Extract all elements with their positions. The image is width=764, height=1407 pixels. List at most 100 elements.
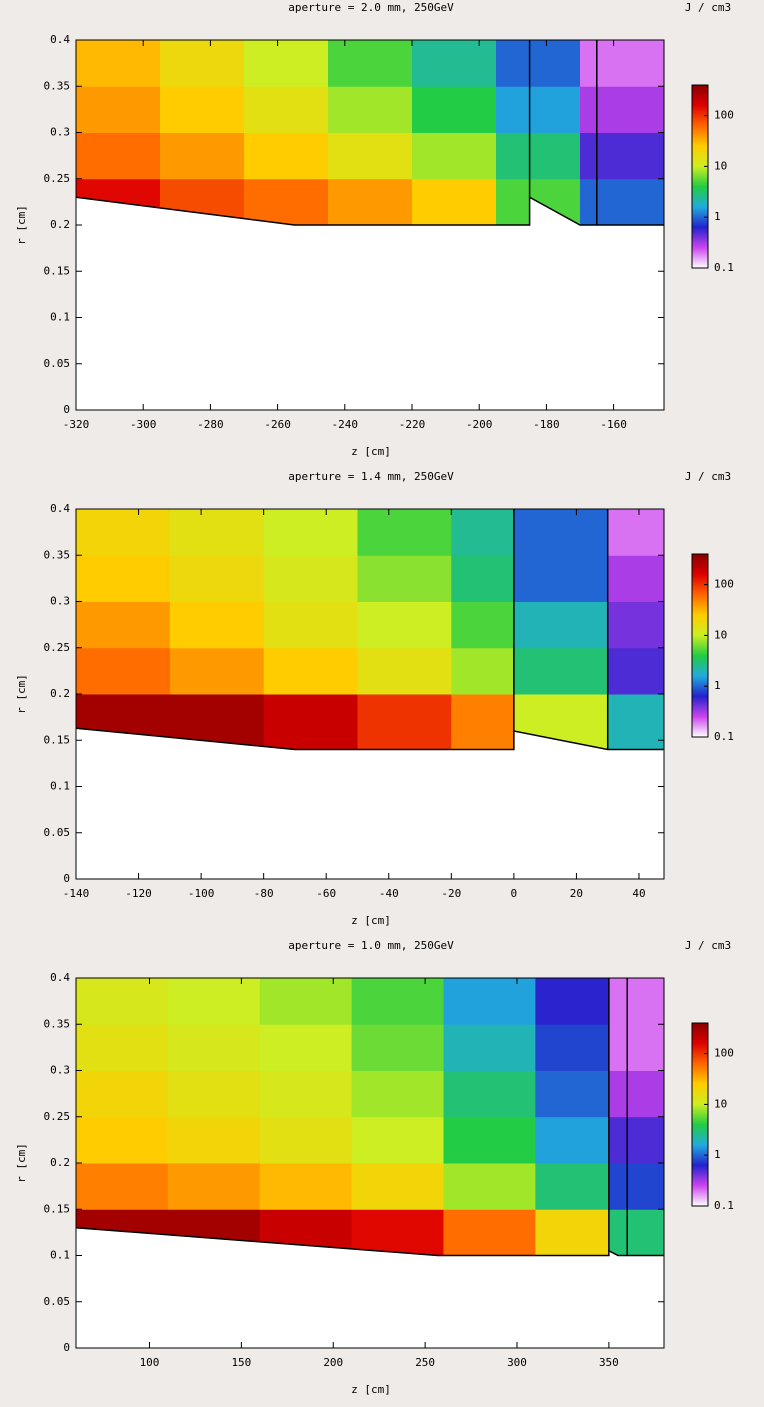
colorbar-tick-label: 0.1 (714, 261, 734, 274)
heat-cell (607, 694, 664, 750)
heat-cell (357, 555, 452, 602)
heat-cell (513, 647, 609, 695)
heat-cell (607, 555, 664, 602)
y-tick-label: 0.1 (50, 780, 70, 793)
heat-cell (580, 178, 664, 226)
colorbar-tick-label: 100 (714, 109, 734, 122)
heat-cell (76, 86, 161, 133)
y-axis-label: r [cm] (15, 674, 28, 714)
x-tick-label: -180 (533, 418, 560, 431)
heat-cell (443, 1116, 536, 1164)
heat-cell (351, 1209, 444, 1256)
colorbar-tick-label: 1 (714, 210, 721, 223)
heat-cell (535, 1209, 610, 1256)
heat-cell (608, 1070, 664, 1118)
y-tick-label: 0.15 (44, 733, 71, 746)
heat-cell (351, 1024, 444, 1071)
aperture-boundary (76, 727, 664, 751)
heat-cell (259, 1116, 353, 1164)
x-tick-label: -80 (254, 887, 274, 900)
heat-cell (76, 647, 171, 695)
heat-cell (76, 1116, 169, 1164)
aperture-boundary (76, 195, 664, 226)
heat-cell (357, 509, 452, 556)
heat-cell (451, 647, 515, 695)
aperture-boundary (76, 1227, 664, 1257)
y-tick-label: 0.15 (44, 264, 71, 277)
colorbar-tick-label: 0.1 (714, 730, 734, 743)
heat-cell (412, 178, 497, 226)
heat-cell (259, 978, 353, 1025)
heat-cell (263, 601, 358, 649)
heat-cell (580, 40, 664, 87)
heat-cell (244, 40, 329, 87)
heat-cell (167, 1163, 261, 1210)
heat-cell (443, 1024, 536, 1071)
x-tick-label: 300 (507, 1356, 527, 1369)
heat-cell (244, 132, 329, 180)
heat-cell (263, 647, 358, 695)
heat-cell (167, 978, 261, 1025)
x-tick-label: -200 (466, 418, 493, 431)
heat-cell (496, 40, 581, 87)
y-axis-label: r [cm] (15, 205, 28, 245)
heat-cell (76, 555, 171, 602)
x-tick-label: -100 (188, 887, 215, 900)
heat-cell (259, 1024, 353, 1071)
x-tick-label: -220 (399, 418, 426, 431)
heat-cell (443, 978, 536, 1025)
x-axis-label: z [cm] (351, 1383, 391, 1396)
y-tick-label: 0.1 (50, 1249, 70, 1262)
aperture-mask (76, 1227, 664, 1348)
heat-cell (169, 509, 265, 556)
heat-cell (351, 1163, 444, 1210)
heat-cell (357, 647, 452, 695)
colorbar-tick-label: 10 (714, 159, 727, 172)
heat-cell (412, 86, 497, 133)
heat-layer (76, 40, 664, 410)
colorbar-tick-label: 10 (714, 628, 727, 641)
colorbar-label: J / cm3 (685, 1, 731, 14)
heat-cell (328, 40, 413, 87)
x-tick-label: -240 (332, 418, 359, 431)
y-tick-label: 0.35 (44, 548, 71, 561)
heat-cell (169, 647, 265, 695)
heat-cell (496, 86, 581, 133)
heat-cell (76, 40, 161, 87)
y-tick-label: 0.05 (44, 826, 71, 839)
heat-cell (76, 1163, 169, 1210)
x-tick-label: -280 (197, 418, 224, 431)
colorbar-label: J / cm3 (685, 939, 731, 952)
x-tick-label: 100 (140, 1356, 160, 1369)
x-tick-label: -260 (264, 418, 291, 431)
y-tick-label: 0.2 (50, 218, 70, 231)
heat-cell (443, 1163, 536, 1210)
heat-cell (328, 178, 413, 226)
heat-cell (580, 86, 664, 133)
heat-cell (167, 1024, 261, 1071)
heat-cell (451, 694, 515, 750)
chart-title: aperture = 1.0 mm, 250GeV (288, 939, 454, 952)
heat-cell (608, 978, 664, 1025)
y-tick-label: 0.35 (44, 1017, 71, 1030)
x-tick-label: -140 (63, 887, 90, 900)
y-tick-label: 0.2 (50, 1156, 70, 1169)
y-tick-label: 0 (63, 1341, 70, 1354)
x-axis-label: z [cm] (351, 445, 391, 458)
aperture-mask (76, 728, 664, 879)
heat-cell (167, 1116, 261, 1164)
x-tick-label: -300 (130, 418, 157, 431)
heat-layer (76, 978, 664, 1348)
colorbar-tick-label: 10 (714, 1097, 727, 1110)
heat-layer (76, 509, 664, 879)
colorbar-tick-label: 100 (714, 578, 734, 591)
heat-cell (451, 601, 515, 649)
heat-cell (535, 978, 610, 1025)
chart-title: aperture = 1.4 mm, 250GeV (288, 470, 454, 483)
heat-cell (357, 694, 452, 750)
heat-cell (535, 1024, 610, 1071)
heat-cell (412, 132, 497, 180)
y-tick-label: 0.05 (44, 1295, 71, 1308)
heat-cell (351, 978, 444, 1025)
heat-cell (263, 694, 358, 750)
